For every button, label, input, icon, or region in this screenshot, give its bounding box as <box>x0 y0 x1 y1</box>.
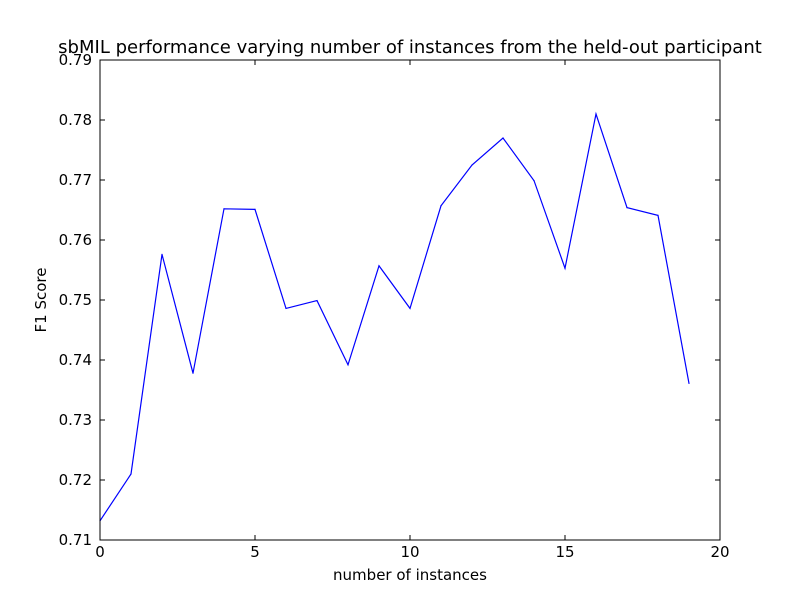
data-point <box>223 208 225 210</box>
data-point <box>564 267 566 269</box>
data-point <box>378 265 380 267</box>
y-tick-label: 0.77 <box>59 171 92 189</box>
data-point <box>130 473 132 475</box>
y-tick-label: 0.74 <box>59 351 92 369</box>
y-tick-label: 0.76 <box>59 231 92 249</box>
x-tick-label: 5 <box>250 543 260 561</box>
data-point <box>533 180 535 182</box>
data-point <box>440 205 442 207</box>
data-point <box>347 364 349 366</box>
data-point <box>285 307 287 309</box>
data-point <box>316 300 318 302</box>
data-point <box>595 113 597 115</box>
x-tick-label: 15 <box>555 543 574 561</box>
y-tick-label: 0.78 <box>59 111 92 129</box>
data-point <box>254 208 256 210</box>
y-axis-title: F1 Score <box>32 268 50 333</box>
data-point <box>471 164 473 166</box>
y-tick-label: 0.75 <box>59 291 92 309</box>
series-line <box>99 111 690 522</box>
plot-area <box>99 59 721 541</box>
x-tick-label: 0 <box>95 543 105 561</box>
x-axis: 0 5 10 15 20 <box>95 60 730 561</box>
y-axis: 0.71 0.72 0.73 0.74 0.75 0.76 0.77 0.78 0.79 <box>59 51 720 549</box>
y-tick-label: 0.79 <box>59 51 92 69</box>
data-point <box>657 214 659 216</box>
data-point <box>626 207 628 209</box>
x-tick-label: 10 <box>400 543 419 561</box>
y-tick-label: 0.73 <box>59 411 92 429</box>
plot-background <box>100 60 720 540</box>
y-tick-label: 0.72 <box>59 471 92 489</box>
data-point <box>161 253 163 255</box>
data-point <box>502 137 504 139</box>
x-axis-title: number of instances <box>333 566 487 584</box>
chart-title: sbMIL performance varying number of inst… <box>58 37 762 58</box>
y-tick-label: 0.71 <box>59 531 92 549</box>
data-point <box>409 307 411 309</box>
data-point <box>688 382 690 384</box>
x-tick-label: 20 <box>710 543 729 561</box>
data-point <box>192 372 194 374</box>
